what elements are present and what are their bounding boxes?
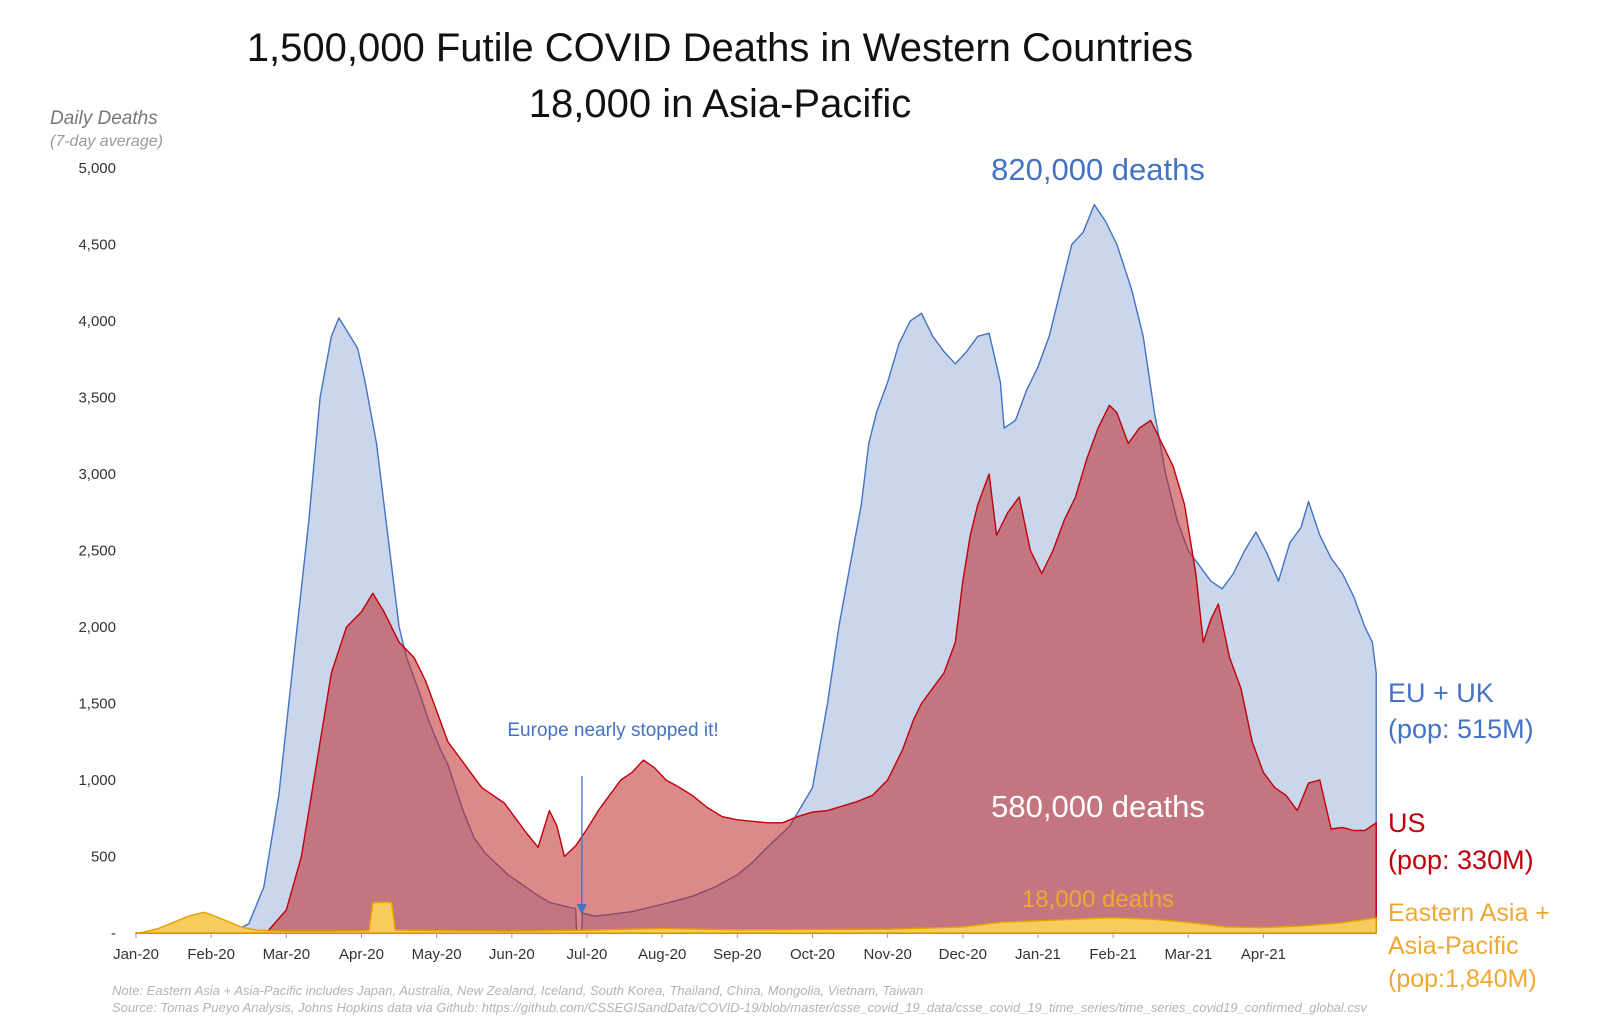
y-tick-label: 500 bbox=[91, 849, 116, 866]
chart-title-line-2: 18,000 in Asia-Pacific bbox=[529, 82, 911, 126]
y-tick-label: 5,000 bbox=[78, 160, 116, 177]
x-tick-label: Feb-21 bbox=[1089, 946, 1137, 963]
y-axis-ticks: - 500 1,000 1,500 2,000 2,500 3,000 3,500 4,000 4… bbox=[78, 160, 116, 942]
series-areas bbox=[135, 204, 1377, 934]
source-text: Source: Tomas Pueyo Analysis, Johns Hopk… bbox=[112, 1000, 1368, 1015]
y-tick-label: 4,000 bbox=[78, 313, 116, 330]
x-tick-label: Feb-20 bbox=[187, 946, 235, 963]
x-tick-label: Apr-20 bbox=[339, 946, 384, 963]
legend-us-line-1: US bbox=[1388, 808, 1426, 838]
legend-eu-line-2: (pop: 515M) bbox=[1388, 714, 1534, 744]
x-tick-label: Jul-20 bbox=[567, 946, 608, 963]
x-tick-label: Nov-20 bbox=[863, 946, 911, 963]
y-tick-label: 1,500 bbox=[78, 696, 116, 713]
legend-asia-line-3: (pop:1,840M) bbox=[1388, 965, 1537, 993]
y-tick-label: - bbox=[111, 925, 116, 942]
chart-title-line-1: 1,500,000 Futile COVID Deaths in Western… bbox=[247, 26, 1193, 70]
y-tick-label: 2,000 bbox=[78, 619, 116, 636]
note-text: Note: Eastern Asia + Asia-Pacific includ… bbox=[112, 983, 923, 998]
x-tick-label: May-20 bbox=[412, 946, 462, 963]
legend-asia-line-2: Asia-Pacific bbox=[1388, 932, 1519, 960]
legend-us-line-2: (pop: 330M) bbox=[1388, 845, 1534, 875]
x-tick-label: Jun-20 bbox=[489, 946, 535, 963]
x-tick-label: Dec-20 bbox=[939, 946, 987, 963]
y-axis-label: Daily Deaths bbox=[50, 108, 158, 129]
x-tick-label: Oct-20 bbox=[790, 946, 835, 963]
x-tick-label: Mar-20 bbox=[263, 946, 311, 963]
x-tick-label: Jan-21 bbox=[1015, 946, 1061, 963]
eu-total-label: 820,000 deaths bbox=[991, 152, 1205, 187]
legend-eu-line-1: EU + UK bbox=[1388, 678, 1494, 708]
asia-pacific-area bbox=[135, 901, 1377, 934]
x-tick-label: Mar-21 bbox=[1165, 946, 1213, 963]
us-area bbox=[135, 404, 1377, 934]
y-tick-label: 2,500 bbox=[78, 543, 116, 560]
y-axis-sublabel: (7-day average) bbox=[50, 133, 163, 150]
legend-asia-line-1: Eastern Asia + bbox=[1388, 899, 1550, 927]
y-tick-label: 3,000 bbox=[78, 466, 116, 483]
x-tick-label: Jan-20 bbox=[113, 946, 159, 963]
y-tick-label: 1,000 bbox=[78, 772, 116, 789]
europe-annotation: Europe nearly stopped it! bbox=[507, 720, 718, 741]
us-total-label: 580,000 deaths bbox=[991, 789, 1205, 824]
x-tick-label: Sep-20 bbox=[713, 946, 761, 963]
x-tick-label: Apr-21 bbox=[1241, 946, 1286, 963]
annotation-arrowhead bbox=[576, 904, 587, 916]
y-tick-label: 4,500 bbox=[78, 237, 116, 254]
x-axis-ticks: Jan-20 Feb-20 Mar-20 Apr-20 May-20 Jun-20 Jul-… bbox=[113, 932, 1377, 963]
asia-total-label: 18,000 deaths bbox=[1022, 886, 1174, 913]
y-tick-label: 3,500 bbox=[78, 390, 116, 407]
x-tick-label: Aug-20 bbox=[638, 946, 686, 963]
